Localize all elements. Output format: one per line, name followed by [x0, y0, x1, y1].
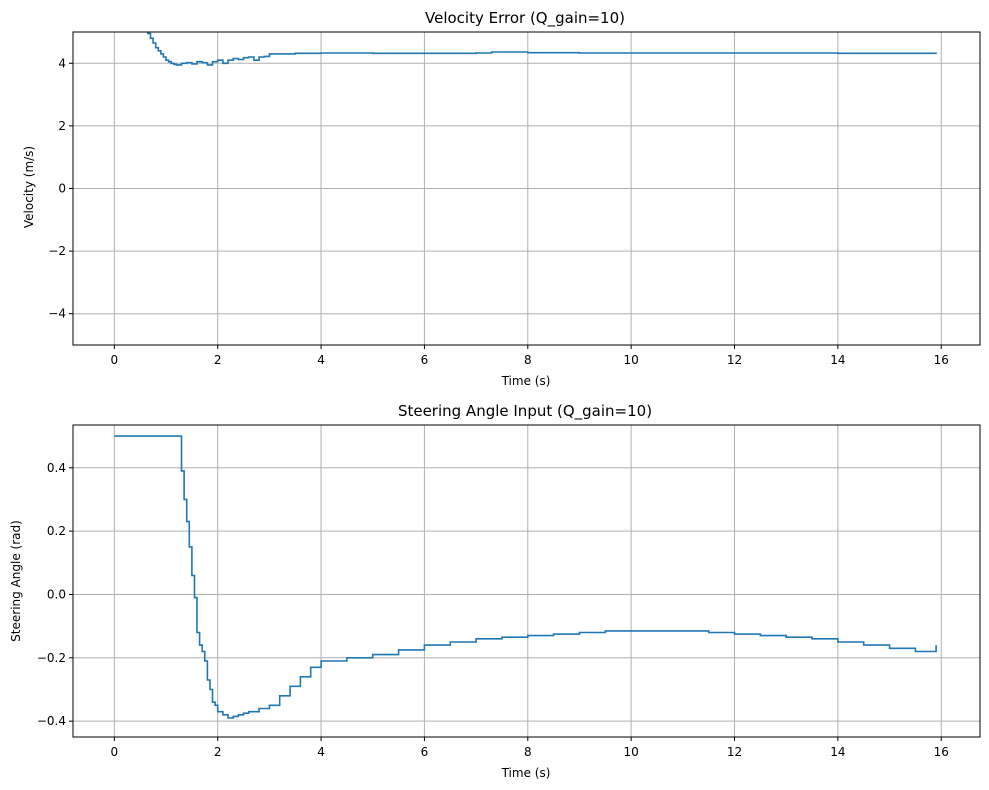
- x-axis-ticks: 0 2 4 6 8 10 12 14 16: [111, 737, 949, 759]
- x-tick-label: 4: [317, 745, 325, 759]
- x-tick-label: 16: [934, 745, 949, 759]
- x-tick-label: 8: [524, 745, 532, 759]
- x-tick-label: 12: [727, 353, 742, 367]
- x-axis-label: Time (s): [501, 374, 551, 388]
- x-tick-label: 8: [524, 353, 532, 367]
- y-tick-label: 0.0: [47, 587, 66, 601]
- plot-frame: [72, 424, 981, 738]
- y-axis-label: Velocity (m/s): [22, 146, 36, 228]
- x-tick-label: 10: [624, 745, 639, 759]
- x-axis-ticks: 0 2 4 6 8 10 12 14 16: [111, 345, 949, 367]
- y-tick-label: 0: [58, 182, 66, 196]
- y-axis-ticks: −0.4 −0.2 0.0 0.2 0.4: [37, 461, 73, 728]
- x-tick-label: 2: [214, 745, 222, 759]
- series-line: [114, 435, 937, 719]
- y-tick-label: 4: [58, 56, 66, 70]
- x-tick-label: 14: [830, 745, 845, 759]
- series-line: [147, 32, 937, 66]
- y-tick-label: −4: [48, 307, 66, 321]
- steering-angle-plot: Steering Angle Input (Q_gain=10) 0 2 4 6 8 10…: [9, 402, 981, 780]
- x-tick-label: 10: [624, 353, 639, 367]
- plot-frame: [72, 31, 981, 346]
- chart-title: Velocity Error (Q_gain=10): [425, 9, 625, 28]
- series: [114, 435, 937, 719]
- y-tick-label: 2: [58, 119, 66, 133]
- x-tick-label: 14: [830, 353, 845, 367]
- x-tick-label: 6: [421, 353, 429, 367]
- figure-background: [0, 0, 989, 395]
- y-tick-label: 0.4: [47, 461, 66, 475]
- y-axis-ticks: −4 −2 0 2 4: [48, 56, 73, 321]
- x-tick-label: 4: [317, 353, 325, 367]
- x-tick-label: 0: [111, 745, 119, 759]
- x-tick-label: 0: [111, 353, 119, 367]
- x-tick-label: 2: [214, 353, 222, 367]
- x-tick-label: 6: [421, 745, 429, 759]
- chart-title: Steering Angle Input (Q_gain=10): [398, 402, 652, 421]
- grid: [73, 425, 980, 737]
- series: [147, 32, 937, 66]
- y-tick-label: −0.4: [37, 714, 66, 728]
- x-axis-label: Time (s): [501, 766, 551, 780]
- x-tick-label: 12: [727, 745, 742, 759]
- y-axis-label: Steering Angle (rad): [9, 520, 23, 642]
- x-tick-label: 16: [934, 353, 949, 367]
- y-tick-label: 0.2: [47, 524, 66, 538]
- y-tick-label: −2: [48, 244, 66, 258]
- y-tick-label: −0.2: [37, 651, 66, 665]
- velocity-error-plot: Velocity Error (Q_gain=10) 0 2 4 6 8 10 12 14 16…: [0, 0, 989, 395]
